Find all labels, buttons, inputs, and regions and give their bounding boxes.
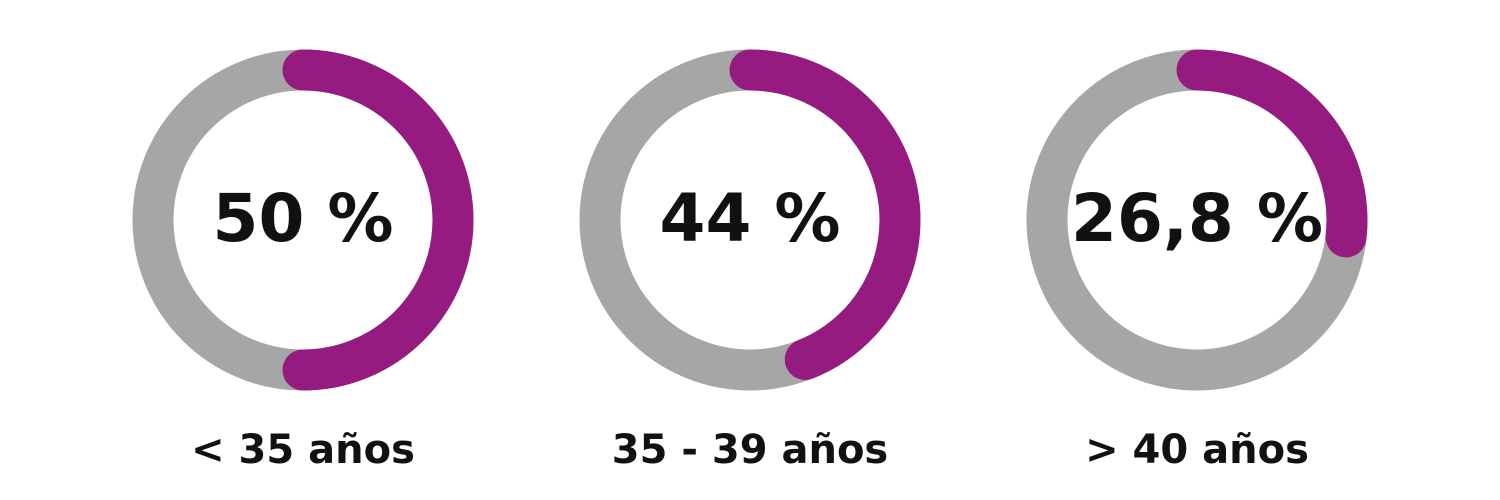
category-label: < 35 años [191, 427, 415, 473]
category-label: 35 - 39 años [612, 427, 888, 473]
value-label: 26,8 % [1071, 180, 1323, 257]
value-label: 50 % [213, 180, 394, 257]
donut-arc [282, 49, 474, 391]
donut-arc [729, 49, 921, 380]
donut-arc [1176, 49, 1368, 258]
category-label: > 40 años [1085, 427, 1309, 473]
value-label: 44 % [660, 180, 841, 257]
